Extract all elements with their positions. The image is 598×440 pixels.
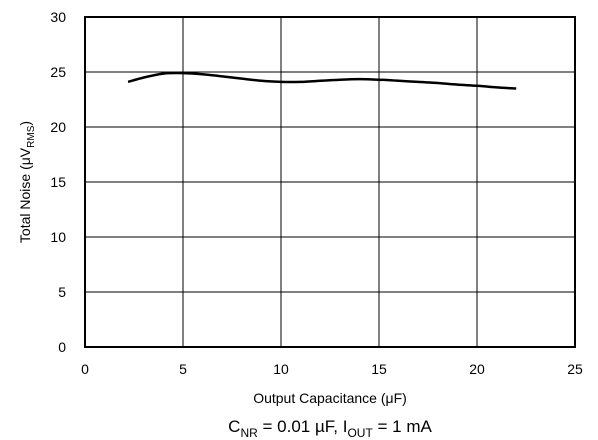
grid-lines	[85, 17, 575, 347]
x-tick-label: 20	[469, 361, 485, 377]
x-axis-label: Output Capacitance (μF)	[253, 390, 407, 406]
data-series	[127, 71, 517, 90]
y-tick-label: 20	[50, 119, 66, 135]
y-tick-label: 30	[50, 9, 66, 25]
plot-frame	[84, 16, 576, 348]
chart-caption: CNR = 0.01 µF, IOUT = 1 mA	[228, 417, 432, 440]
x-tick-label: 0	[81, 361, 89, 377]
tick-labels: 0 5 10 15 20 25 0 5 10 15 20 25 30	[50, 9, 583, 377]
series-line	[127, 71, 517, 90]
x-tick-label: 5	[179, 361, 187, 377]
x-tick-label: 15	[371, 361, 387, 377]
y-tick-label: 10	[50, 229, 66, 245]
x-tick-label: 25	[567, 361, 583, 377]
y-tick-label: 0	[58, 339, 66, 355]
y-axis-label: Total Noise (μVRMS)	[17, 121, 37, 243]
y-tick-label: 25	[50, 64, 66, 80]
y-tick-label: 5	[58, 284, 66, 300]
x-tick-label: 10	[273, 361, 289, 377]
y-tick-label: 15	[50, 174, 66, 190]
